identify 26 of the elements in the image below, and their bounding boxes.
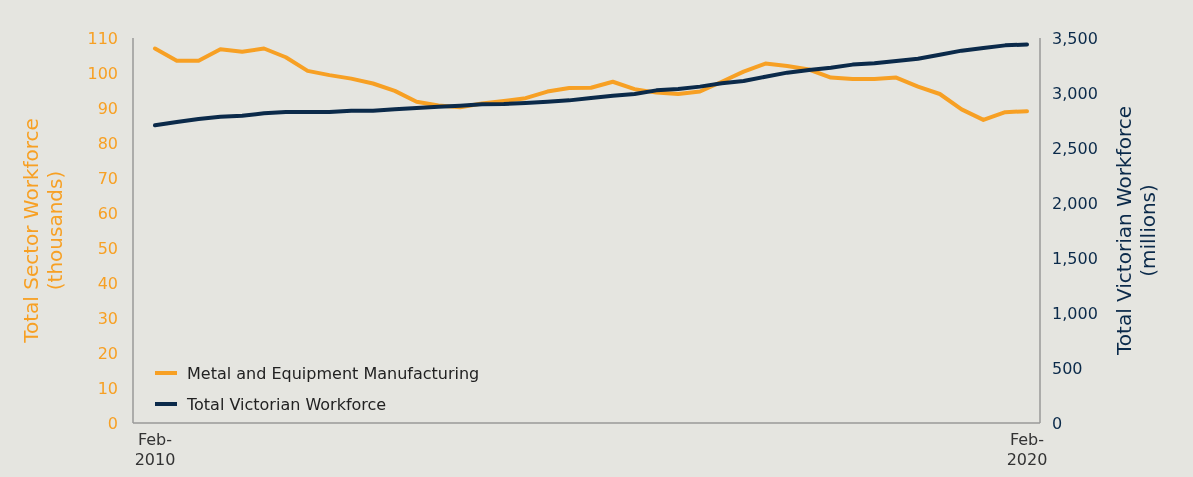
y-tick-label: 50 bbox=[97, 238, 118, 258]
y2-tick-label: 1,500 bbox=[1052, 248, 1098, 268]
y-tick-label: 80 bbox=[97, 133, 118, 153]
y2-tick-label: 2,000 bbox=[1052, 193, 1098, 213]
y-tick-label: 20 bbox=[97, 343, 118, 363]
y2-tick-label: 0 bbox=[1052, 413, 1063, 433]
y-tick-label: 0 bbox=[107, 413, 118, 433]
x-tick-label: Feb-2020 bbox=[1006, 430, 1048, 469]
y-tick-label: 10 bbox=[97, 378, 118, 398]
legend-label: Total Victorian Workforce bbox=[186, 394, 387, 414]
y2-tick-label: 3,000 bbox=[1052, 83, 1098, 103]
y-tick-label: 70 bbox=[97, 168, 118, 188]
y-tick-label: 90 bbox=[97, 98, 118, 118]
y2-tick-label: 500 bbox=[1052, 358, 1083, 378]
y-tick-label: 60 bbox=[97, 203, 118, 223]
y-tick-label: 110 bbox=[87, 28, 118, 48]
y-axis-title: Total Sector Workforce (thousands) bbox=[19, 118, 67, 344]
y2-tick-label: 2,500 bbox=[1052, 138, 1098, 158]
y-tick-label: 40 bbox=[97, 273, 118, 293]
y-tick-label: 30 bbox=[97, 308, 118, 328]
legend-label: Metal and Equipment Manufacturing bbox=[187, 363, 480, 383]
y2-tick-label: 3,500 bbox=[1052, 28, 1098, 48]
y-tick-label: 100 bbox=[87, 63, 118, 83]
y2-tick-label: 1,000 bbox=[1052, 303, 1098, 323]
x-tick-label: Feb-2010 bbox=[134, 430, 176, 469]
y2-axis-title: Total Victorian Workforce (millions) bbox=[1112, 105, 1160, 357]
